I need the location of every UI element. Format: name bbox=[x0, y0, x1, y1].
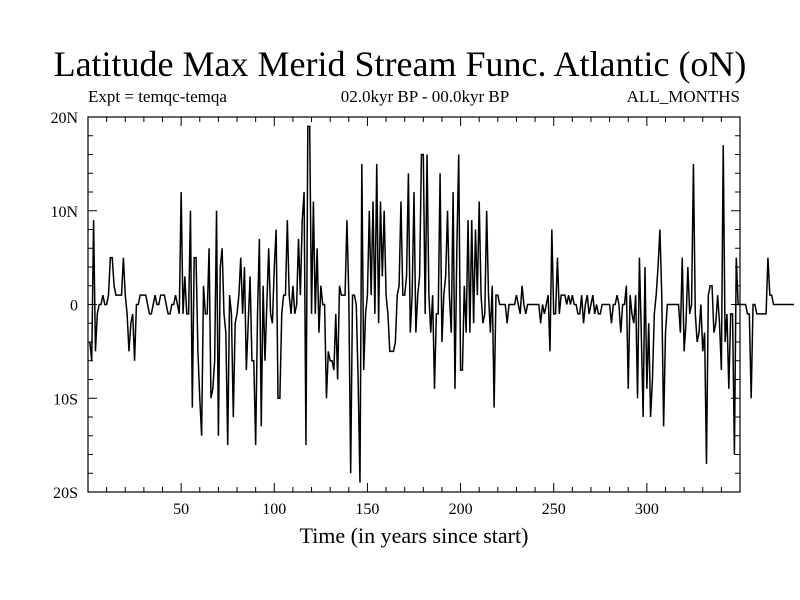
x-tick-label: 200 bbox=[449, 501, 473, 518]
plot-frame bbox=[87, 116, 741, 493]
months-label: ALL_MONTHS bbox=[626, 87, 740, 106]
series-line bbox=[89, 125, 795, 483]
chart-title: Latitude Max Merid Stream Func. Atlantic… bbox=[53, 44, 747, 84]
x-tick-label: 150 bbox=[355, 501, 379, 518]
experiment-label: Expt = temqc-temqa bbox=[88, 87, 227, 106]
series-layer bbox=[89, 125, 795, 483]
tick-labels: 50 100 150 200 250 300 20S 10S 0 10N 20N bbox=[50, 110, 658, 518]
y-tick-label: 20N bbox=[50, 110, 78, 127]
y-tick-label: 20S bbox=[53, 485, 78, 502]
x-tick-label: 300 bbox=[635, 501, 659, 518]
axis-ticks bbox=[88, 116, 740, 493]
y-tick-label: 10N bbox=[50, 204, 78, 221]
x-tick-label: 100 bbox=[262, 501, 286, 518]
y-tick-label: 10S bbox=[53, 391, 78, 408]
y-tick-label: 0 bbox=[70, 298, 78, 315]
x-axis-title: Time (in years since start) bbox=[300, 523, 529, 548]
period-label: 02.0kyr BP - 00.0kyr BP bbox=[340, 87, 510, 106]
x-tick-label: 250 bbox=[542, 501, 566, 518]
x-tick-label: 50 bbox=[173, 501, 189, 518]
